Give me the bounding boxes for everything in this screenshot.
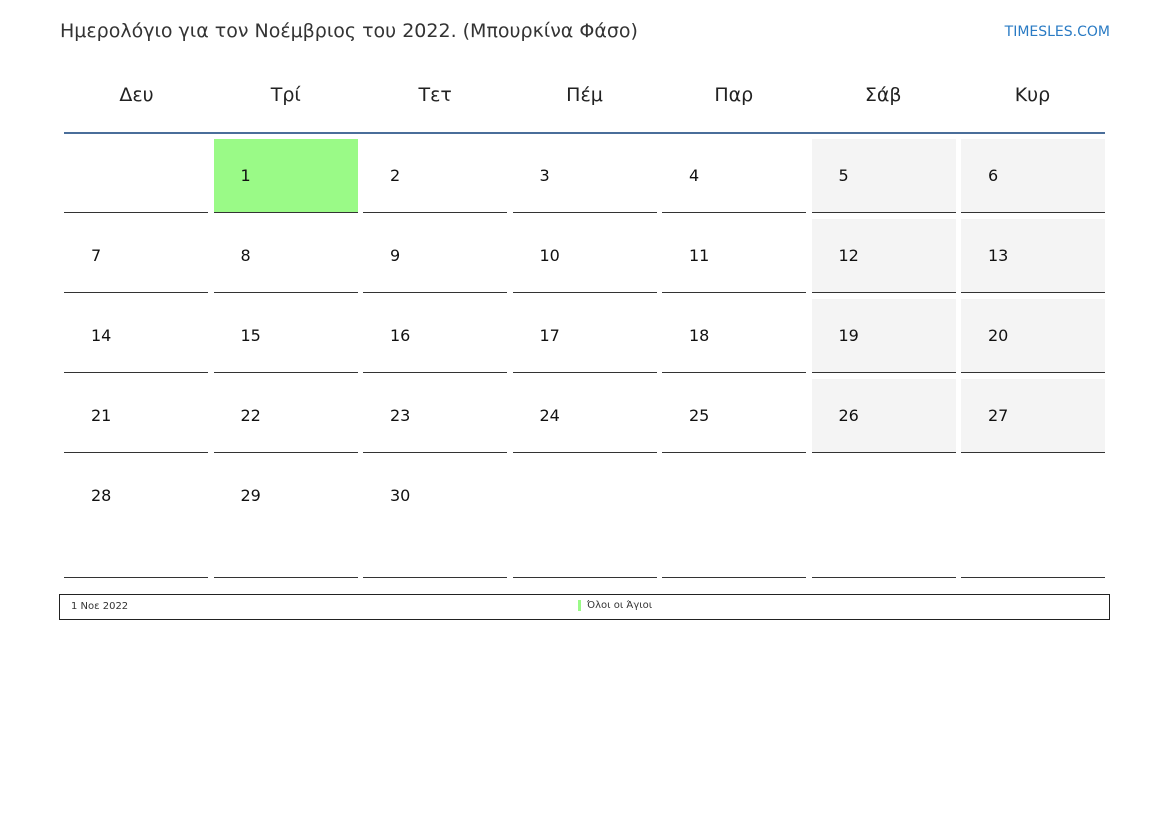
day-number: 22: [240, 406, 261, 425]
day-cell[interactable]: 18: [662, 299, 806, 373]
day-cell[interactable]: 1: [213, 139, 358, 213]
day-number: 26: [838, 406, 859, 425]
day-number: 5: [838, 166, 849, 185]
day-cell[interactable]: 10: [512, 219, 657, 293]
day-cell[interactable]: 20: [961, 299, 1105, 373]
day-cell: [961, 459, 1105, 578]
weekday-header: Δευ Τρί Τετ Πέμ Παρ Σάβ Κυρ: [64, 84, 1105, 106]
day-number: 11: [689, 246, 710, 265]
week-row: 14 15 16 17 18 19 20: [64, 299, 1105, 373]
day-number: 8: [240, 246, 251, 265]
day-cell[interactable]: 4: [662, 139, 806, 213]
header-divider: [64, 132, 1105, 134]
day-number: 21: [91, 406, 112, 425]
day-cell[interactable]: 24: [512, 379, 657, 453]
day-number: 10: [539, 246, 560, 265]
weekday-1: Τρί: [270, 84, 301, 106]
day-number: 20: [988, 326, 1009, 345]
weekday-2: Τετ: [418, 84, 452, 106]
day-cell[interactable]: 8: [213, 219, 358, 293]
day-number: 2: [390, 166, 401, 185]
day-number: 14: [91, 326, 112, 345]
day-cell[interactable]: 27: [961, 379, 1105, 453]
day-number: 9: [390, 246, 401, 265]
day-cell: [662, 459, 806, 578]
holiday-legend: 1 Νοε 2022 Όλοι οι Άγιοι: [59, 594, 1110, 620]
day-number: 19: [838, 326, 859, 345]
day-cell[interactable]: 6: [961, 139, 1105, 213]
day-cell[interactable]: 9: [363, 219, 507, 293]
day-number: 3: [539, 166, 550, 185]
day-cell[interactable]: 16: [363, 299, 507, 373]
weekday-0: Δευ: [119, 84, 154, 106]
day-cell: [64, 139, 208, 213]
day-cell[interactable]: 25: [662, 379, 806, 453]
day-cell[interactable]: 19: [811, 299, 956, 373]
day-cell: [811, 459, 956, 578]
day-cell[interactable]: 3: [512, 139, 657, 213]
day-number: 15: [240, 326, 261, 345]
day-cell[interactable]: 14: [64, 299, 208, 373]
holiday-name: Όλοι οι Άγιοι: [578, 600, 652, 611]
day-number: 6: [988, 166, 999, 185]
page-title: Ημερολόγιο για τον Νοέμβριος του 2022. (…: [60, 20, 638, 42]
day-cell[interactable]: 26: [811, 379, 956, 453]
weekday-5: Σάβ: [864, 84, 902, 106]
day-cell[interactable]: 2: [363, 139, 507, 213]
day-number: 28: [91, 486, 112, 505]
day-number: 30: [390, 486, 411, 505]
day-number: 7: [91, 246, 102, 265]
day-cell[interactable]: 28: [64, 459, 208, 578]
week-row: 21 22 23 24 25 26 27: [64, 379, 1105, 453]
day-cell[interactable]: 21: [64, 379, 208, 453]
day-number: 12: [838, 246, 859, 265]
weekday-6: Κυρ: [1014, 84, 1051, 106]
day-cell[interactable]: 15: [213, 299, 358, 373]
day-cell[interactable]: 13: [961, 219, 1105, 293]
calendar-grid: 1 2 3 4 5 6 7 8 9 10 11 12 13 14 15 16 17 18 19 20 21 22 23 24 2…: [64, 139, 1105, 584]
weekday-3: Πέμ: [566, 84, 603, 106]
day-number: 16: [390, 326, 411, 345]
day-number: 24: [539, 406, 560, 425]
day-cell[interactable]: 30: [363, 459, 507, 578]
week-row: 28 29 30: [64, 459, 1105, 578]
day-number: 4: [689, 166, 700, 185]
weekday-4: Παρ: [714, 84, 754, 106]
day-number: 17: [539, 326, 560, 345]
day-number: 25: [689, 406, 710, 425]
day-number: 27: [988, 406, 1009, 425]
day-cell[interactable]: 11: [662, 219, 806, 293]
holiday-date: 1 Νοε 2022: [71, 601, 129, 612]
day-cell[interactable]: 23: [363, 379, 507, 453]
day-cell[interactable]: 7: [64, 219, 208, 293]
day-number: 1: [240, 166, 251, 185]
week-row: 1 2 3 4 5 6: [64, 139, 1105, 213]
day-cell[interactable]: 17: [512, 299, 657, 373]
day-number: 13: [988, 246, 1009, 265]
day-cell[interactable]: 29: [213, 459, 358, 578]
brand-link[interactable]: TIMESLES.COM: [1004, 24, 1110, 40]
week-row: 7 8 9 10 11 12 13: [64, 219, 1105, 293]
day-cell[interactable]: 12: [811, 219, 956, 293]
day-cell[interactable]: 22: [213, 379, 358, 453]
day-number: 18: [689, 326, 710, 345]
day-number: 29: [240, 486, 261, 505]
day-cell: [512, 459, 657, 578]
day-cell[interactable]: 5: [811, 139, 956, 213]
day-number: 23: [390, 406, 411, 425]
